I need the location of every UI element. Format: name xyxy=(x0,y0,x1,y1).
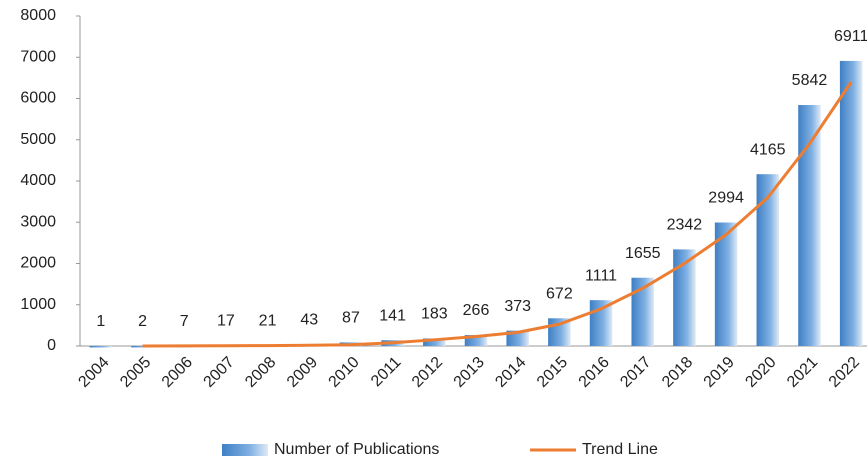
value-label: 5842 xyxy=(792,72,828,89)
y-tick-label: 4000 xyxy=(20,172,56,189)
bar xyxy=(506,330,529,346)
x-tick-label: 2021 xyxy=(784,354,821,391)
x-tick-label: 2020 xyxy=(742,354,779,391)
bar xyxy=(673,249,696,346)
x-tick-label: 2010 xyxy=(326,354,363,391)
legend-label: Number of Publications xyxy=(274,441,439,458)
bar xyxy=(756,174,780,346)
bar xyxy=(714,222,738,346)
legend-swatch xyxy=(222,444,268,456)
x-tick-label: 2019 xyxy=(701,354,738,391)
value-label: 17 xyxy=(217,313,235,330)
x-tick-label: 2007 xyxy=(201,354,238,391)
x-tick-label: 2017 xyxy=(617,354,654,391)
value-label: 1111 xyxy=(585,267,617,284)
y-tick-label: 5000 xyxy=(20,131,56,148)
value-label: 141 xyxy=(379,307,406,324)
bar xyxy=(464,335,488,346)
trend-line xyxy=(142,81,853,348)
value-label: 4165 xyxy=(750,141,786,158)
value-label: 7 xyxy=(180,313,189,330)
value-label: 21 xyxy=(259,312,277,329)
x-tick-label: 2022 xyxy=(826,354,863,391)
x-tick-label: 2005 xyxy=(117,354,154,391)
bar xyxy=(631,277,654,346)
x-tick-label: 2009 xyxy=(284,354,321,391)
x-tick-label: 2011 xyxy=(368,354,404,390)
x-tick-label: 2012 xyxy=(409,354,446,391)
x-tick-label: 2016 xyxy=(576,354,613,391)
value-label: 373 xyxy=(504,298,531,315)
y-tick-label: 8000 xyxy=(20,7,56,24)
x-tick-label: 2015 xyxy=(534,354,571,391)
value-label: 2342 xyxy=(667,217,703,234)
value-label: 2994 xyxy=(708,190,744,207)
y-tick-label: 7000 xyxy=(20,48,56,65)
value-label: 266 xyxy=(463,302,490,319)
value-label: 183 xyxy=(421,306,448,323)
legend-label: Trend Line xyxy=(582,441,658,458)
x-tick-label: 2004 xyxy=(75,354,112,391)
x-tick-label: 2006 xyxy=(159,354,196,391)
y-tick-label: 0 xyxy=(47,337,56,354)
bar xyxy=(131,345,154,348)
y-tick-label: 6000 xyxy=(20,90,56,107)
bar xyxy=(798,105,821,346)
x-tick-label: 2018 xyxy=(659,354,696,391)
y-tick-label: 2000 xyxy=(20,255,56,272)
x-tick-label: 2008 xyxy=(242,354,279,391)
bar xyxy=(423,338,446,346)
bar xyxy=(89,345,113,348)
value-label: 672 xyxy=(546,285,573,302)
value-label: 6911 xyxy=(834,28,867,45)
x-tick-label: 2013 xyxy=(451,354,488,391)
y-tick-label: 3000 xyxy=(20,213,56,230)
value-label: 1 xyxy=(96,313,105,330)
value-label: 1655 xyxy=(625,245,661,262)
bar xyxy=(589,300,613,346)
value-label: 43 xyxy=(300,311,318,328)
x-tick-label: 2014 xyxy=(492,354,529,391)
value-label: 2 xyxy=(138,313,147,330)
bar xyxy=(839,60,863,346)
y-tick-label: 1000 xyxy=(20,296,56,313)
value-label: 87 xyxy=(342,310,360,327)
